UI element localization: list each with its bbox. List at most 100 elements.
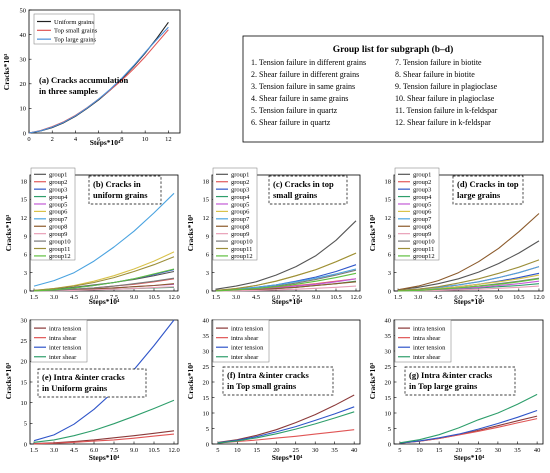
series-line [399, 393, 538, 444]
series-line [217, 429, 355, 444]
y-tick-label: 0 [24, 441, 27, 448]
legend-label: group9 [413, 231, 431, 238]
legend-box [212, 167, 258, 261]
plot-frame [29, 174, 179, 292]
legend-label: Top large grains [54, 36, 96, 43]
annotation-box [88, 175, 162, 205]
legend-label: group5 [231, 201, 249, 208]
legend-label: group10 [413, 238, 435, 245]
legend-label: group8 [413, 224, 431, 231]
group-list-item: 5. Tension failure in quartz [251, 106, 338, 115]
y-tick-label: 15 [203, 395, 210, 402]
legend-label: Top small grains [54, 28, 98, 35]
x-tick-label: 35 [514, 447, 521, 454]
y-tick-label: 20 [385, 379, 392, 386]
y-tick-label: 6 [24, 252, 28, 259]
x-tick-label: 4.5 [70, 447, 78, 454]
x-tick-label: 30 [495, 447, 502, 454]
y-tick-label: 15 [21, 379, 28, 386]
plot-frame [28, 9, 181, 134]
annotation-box [268, 175, 348, 205]
y-axis-label: Cracks*10³ [2, 53, 11, 90]
x-tick-label: 1.5 [30, 294, 38, 301]
y-tick-label: 6 [206, 252, 210, 259]
legend-label: inter shear [49, 354, 77, 361]
x-tick-label: 3.0 [50, 447, 58, 454]
x-tick-label: 7.5 [110, 294, 118, 301]
series-line [33, 192, 175, 287]
y-axis-label: Cracks*10³ [186, 362, 195, 399]
y-tick-label: 25 [203, 364, 210, 371]
x-tick-label: 1.5 [30, 447, 38, 454]
annotation-text: (b) Cracks in [93, 179, 141, 189]
x-tick-label: 3.0 [414, 294, 422, 301]
x-axis-label: Steps*10⁴ [454, 453, 485, 462]
legend-label: group3 [231, 186, 249, 193]
y-axis-label: Cracks*10³ [368, 214, 377, 251]
y-tick-label: 9 [24, 233, 27, 240]
legend-label: group5 [49, 201, 67, 208]
legend-label: group1 [231, 172, 249, 179]
y-tick-label: 12 [385, 215, 392, 222]
x-tick-label: 40 [534, 447, 541, 454]
legend: intra tension intra shear inter tension int… [30, 319, 88, 363]
x-tick-label: 20 [455, 447, 462, 454]
x-tick-label: 3.0 [232, 294, 240, 301]
x-tick-label: 1.5 [394, 294, 402, 301]
series-line [397, 278, 540, 292]
plot-frame [393, 174, 544, 292]
y-tick-label: 3 [388, 270, 391, 277]
series-line [33, 399, 175, 443]
legend-label: group1 [49, 172, 67, 179]
legend-label: group6 [49, 209, 68, 216]
legend-box [30, 319, 88, 363]
series-line [399, 409, 538, 444]
x-tick-label: 9.0 [130, 294, 138, 301]
legend-label: group7 [413, 216, 432, 223]
legend-label: group4 [231, 194, 250, 201]
y-tick-label: 30 [203, 348, 210, 355]
legend: intra tension intra shear inter tension int… [212, 319, 270, 363]
y-tick-label: 18 [21, 178, 28, 185]
series-line [28, 26, 169, 134]
annotation-box [404, 366, 516, 396]
annotation-text: in Top large grains [409, 381, 478, 391]
legend-label: group2 [49, 179, 67, 186]
y-tick-label: 18 [385, 178, 392, 185]
x-tick-label: 12.0 [168, 447, 179, 454]
x-tick-label: 15 [254, 447, 261, 454]
legend-label: inter shear [413, 354, 441, 361]
annotation-box [452, 175, 524, 205]
x-tick-label: 10.5 [330, 294, 341, 301]
legend-box [212, 319, 270, 363]
x-tick-label: 4.5 [252, 294, 260, 301]
chart-b: 1.5 3.0 4.5 6.0 7.5 9.0 10.5 12.0 0 3 6 9 12 15 18 Step… [4, 167, 180, 306]
y-tick-label: 20 [21, 359, 28, 366]
y-tick-label: 25 [385, 364, 392, 371]
annotation-text: uniform grains [93, 190, 148, 200]
y-tick-label: 15 [385, 197, 392, 204]
x-axis-label: Steps*10⁴ [89, 453, 120, 462]
plot-frame [211, 174, 361, 292]
x-tick-label: 6.0 [90, 447, 98, 454]
x-tick-label: 0 [27, 136, 30, 143]
legend-label: group11 [413, 246, 434, 253]
x-tick-label: 35 [331, 447, 338, 454]
chart-c: 1.5 3.0 4.5 6.0 7.5 9.0 10.5 12.0 0 3 6 9 12 15 18 Step… [186, 167, 362, 306]
x-tick-label: 25 [292, 447, 299, 454]
annotation-text: (a) Cracks accumulation [39, 75, 129, 85]
legend-label: group1 [413, 172, 431, 179]
legend-label: group12 [231, 253, 253, 260]
group-list-item: 10. Shear failure in plagioclase [395, 94, 495, 103]
y-tick-label: 5 [206, 426, 209, 433]
x-tick-label: 10 [142, 136, 149, 143]
y-tick-label: 25 [21, 338, 28, 345]
x-tick-label: 6.0 [454, 294, 462, 301]
annotation-text: in Top small grains [227, 381, 297, 391]
y-tick-label: 10 [203, 410, 210, 417]
group-list-item: 12. Shear failure in k-feldspar [395, 118, 491, 127]
legend-box [394, 319, 452, 363]
